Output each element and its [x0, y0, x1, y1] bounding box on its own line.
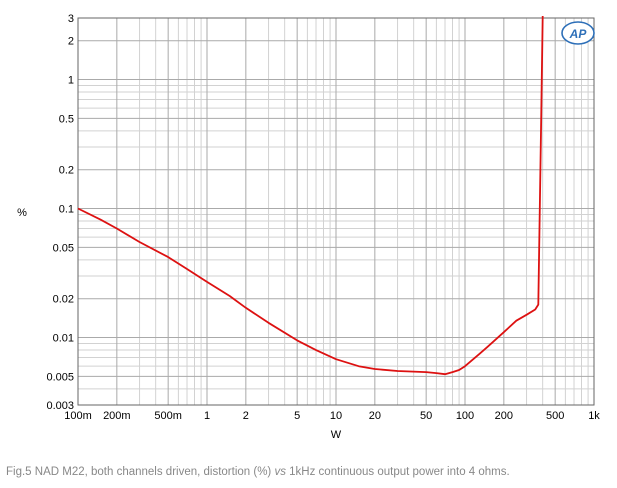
y-tick-label: 0.5 — [59, 113, 74, 125]
y-tick-label: 0.1 — [59, 204, 74, 216]
y-tick-label: 0.01 — [53, 333, 74, 345]
x-tick-label: 100m — [64, 410, 92, 422]
y-tick-label: 0.05 — [53, 242, 74, 254]
caption-italic: vs — [274, 466, 286, 478]
y-tick-label: 2 — [68, 36, 74, 48]
x-tick-label: 20 — [369, 410, 381, 422]
figure-caption: Fig.5 NAD M22, both channels driven, dis… — [6, 466, 510, 478]
x-tick-label: 500m — [154, 410, 182, 422]
x-tick-label: 1k — [588, 410, 600, 422]
x-tick-labels: 100m 200m 500m 1 2 5 10 20 50 100 200 500 1k — [64, 410, 600, 422]
x-tick-label: 500 — [546, 410, 564, 422]
x-tick-label: 200m — [103, 410, 131, 422]
caption-part2: 1kHz continuous output power into 4 ohms… — [285, 466, 510, 478]
y-tick-label: 1 — [68, 75, 74, 87]
series-layer — [77, 15, 544, 376]
y-axis-label: % — [17, 207, 27, 219]
y-tick-label: 3 — [68, 13, 74, 25]
x-tick-label: 10 — [330, 410, 342, 422]
y-tick-labels: 0.003 0.005 0.01 0.02 0.05 0.1 0.2 0.5 1 2 3 — [46, 13, 74, 412]
x-axis-label: W — [331, 429, 342, 441]
y-tick-label: 0.02 — [53, 294, 74, 306]
ap-logo: AP — [561, 21, 595, 45]
x-tick-label: 200 — [495, 410, 513, 422]
series-line — [77, 15, 544, 376]
x-tick-label: 2 — [243, 410, 249, 422]
caption-part1: Fig.5 NAD M22, both channels driven, dis… — [6, 466, 275, 478]
x-tick-label: 5 — [294, 410, 300, 422]
x-tick-label: 100 — [456, 410, 474, 422]
y-tick-label: 0.005 — [46, 371, 74, 383]
y-tick-label: 0.003 — [46, 400, 74, 412]
ap-logo-text: AP — [569, 27, 588, 41]
grid-major — [77, 18, 594, 405]
x-tick-label: 1 — [204, 410, 210, 422]
x-tick-label: 50 — [420, 410, 432, 422]
y-tick-label: 0.2 — [59, 165, 74, 177]
plot-frame — [77, 17, 595, 406]
